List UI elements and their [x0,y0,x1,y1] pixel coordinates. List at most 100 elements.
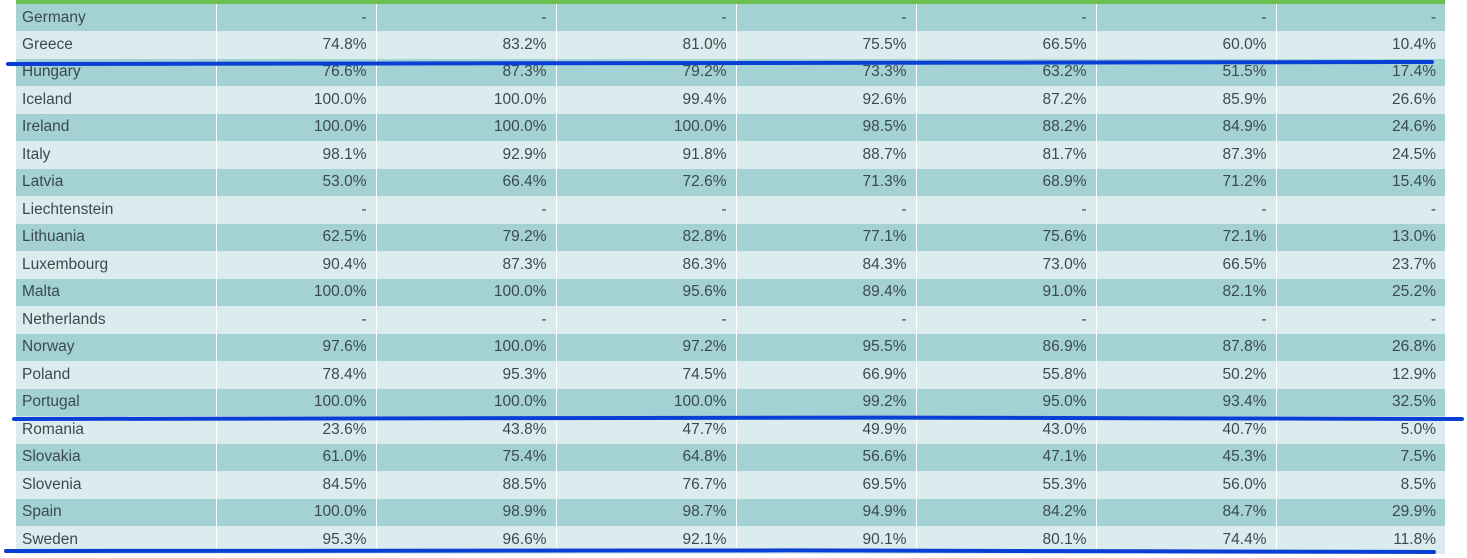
value-cell: - [1276,4,1445,31]
table-row: Iceland 100.0% 100.0% 99.4% 92.6% 87.2% 85.9% 2… [16,86,1445,114]
value-cell: 45.3% [1096,443,1277,471]
value-cell: 69.5% [736,471,917,499]
table-row: Liechtenstein - - - - - - - [16,196,1445,224]
value-cell: - [376,4,557,31]
value-cell: 100.0% [216,498,377,526]
data-table-container: Germany - - - - - - - Greece 74.8% 83.2% 81.0% 75.5%… [16,0,1445,554]
table-row: Portugal 100.0% 100.0% 100.0% 99.2% 95.0% 93.4… [16,388,1445,416]
value-cell: 93.4% [1096,388,1277,416]
value-cell: - [736,4,917,31]
country-cell: Spain [16,498,217,526]
value-cell: - [916,306,1097,334]
value-cell: 29.9% [1276,498,1445,526]
value-cell: 32.5% [1276,388,1445,416]
table-row: Luxembourg 90.4% 87.3% 86.3% 84.3% 73.0% 66.5%… [16,251,1445,279]
value-cell: - [916,4,1097,31]
table-row: Ireland 100.0% 100.0% 100.0% 98.5% 88.2% 84.9%… [16,113,1445,141]
value-cell: 76.6% [216,58,377,86]
value-cell: 88.5% [376,471,557,499]
table-row: Slovenia 84.5% 88.5% 76.7% 69.5% 55.3% 56.0% 8.… [16,471,1445,499]
value-cell: 80.1% [916,526,1097,554]
country-cell: Latvia [16,168,217,196]
value-cell: 8.5% [1276,471,1445,499]
value-cell: 100.0% [216,113,377,141]
value-cell: 76.7% [556,471,737,499]
table-row: Italy 98.1% 92.9% 91.8% 88.7% 81.7% 87.3% 24.5% [16,141,1445,169]
value-cell: 84.3% [736,251,917,279]
country-cell: Norway [16,333,217,361]
value-cell: 75.6% [916,223,1097,251]
value-cell: 64.8% [556,443,737,471]
value-cell: 84.9% [1096,113,1277,141]
table-row: Romania 23.6% 43.8% 47.7% 49.9% 43.0% 40.7% 5.0… [16,416,1445,444]
value-cell: 87.3% [376,58,557,86]
value-cell: 79.2% [556,58,737,86]
value-cell: 47.7% [556,416,737,444]
country-cell: Romania [16,416,217,444]
value-cell: - [1276,306,1445,334]
value-cell: 75.5% [736,31,917,59]
value-cell: 87.2% [916,86,1097,114]
value-cell: 77.1% [736,223,917,251]
value-cell: 95.6% [556,278,737,306]
value-cell: 63.2% [916,58,1097,86]
value-cell: - [1096,196,1277,224]
value-cell: 53.0% [216,168,377,196]
value-cell: 98.7% [556,498,737,526]
value-cell: 17.4% [1276,58,1445,86]
value-cell: - [556,4,737,31]
value-cell: 71.3% [736,168,917,196]
table-row: Sweden 95.3% 96.6% 92.1% 90.1% 80.1% 74.4% 11.8… [16,526,1445,554]
value-cell: 87.3% [1096,141,1277,169]
table-row: Malta 100.0% 100.0% 95.6% 89.4% 91.0% 82.1% 25.… [16,278,1445,306]
country-cell: Luxembourg [16,251,217,279]
table-row: Spain 100.0% 98.9% 98.7% 94.9% 84.2% 84.7% 29.9… [16,498,1445,526]
value-cell: 81.0% [556,31,737,59]
value-cell: 79.2% [376,223,557,251]
value-cell: 92.9% [376,141,557,169]
country-cell: Lithuania [16,223,217,251]
value-cell: 5.0% [1276,416,1445,444]
country-cell: Germany [16,4,217,31]
value-cell: 92.6% [736,86,917,114]
value-cell: 82.1% [1096,278,1277,306]
value-cell: 91.0% [916,278,1097,306]
value-cell: 84.7% [1096,498,1277,526]
table-row: Greece 74.8% 83.2% 81.0% 75.5% 66.5% 60.0% 10.4… [16,31,1445,59]
table-row: Germany - - - - - - - [16,4,1445,31]
value-cell: 10.4% [1276,31,1445,59]
value-cell: 49.9% [736,416,917,444]
value-cell: 13.0% [1276,223,1445,251]
value-cell: 66.9% [736,361,917,389]
value-cell: 97.2% [556,333,737,361]
value-cell: 72.1% [1096,223,1277,251]
value-cell: 84.5% [216,471,377,499]
value-cell: 74.5% [556,361,737,389]
value-cell: 98.9% [376,498,557,526]
value-cell: - [216,196,377,224]
value-cell: 91.8% [556,141,737,169]
value-cell: - [1096,4,1277,31]
value-cell: 60.0% [1096,31,1277,59]
country-cell: Iceland [16,86,217,114]
value-cell: 12.9% [1276,361,1445,389]
value-cell: 100.0% [216,388,377,416]
value-cell: 23.6% [216,416,377,444]
value-cell: 55.8% [916,361,1097,389]
value-cell: 87.8% [1096,333,1277,361]
value-cell: - [556,306,737,334]
value-cell: 78.4% [216,361,377,389]
value-cell: - [376,306,557,334]
value-cell: - [1096,306,1277,334]
country-percentage-table: Germany - - - - - - - Greece 74.8% 83.2% 81.0% 75.5%… [16,4,1445,554]
value-cell: - [736,306,917,334]
table-row: Slovakia 61.0% 75.4% 64.8% 56.6% 47.1% 45.3% 7.… [16,443,1445,471]
value-cell: 94.9% [736,498,917,526]
value-cell: 87.3% [376,251,557,279]
value-cell: 100.0% [376,333,557,361]
value-cell: 56.0% [1096,471,1277,499]
value-cell: 100.0% [376,113,557,141]
country-cell: Malta [16,278,217,306]
table-row: Lithuania 62.5% 79.2% 82.8% 77.1% 75.6% 72.1% 1… [16,223,1445,251]
value-cell: 73.3% [736,58,917,86]
